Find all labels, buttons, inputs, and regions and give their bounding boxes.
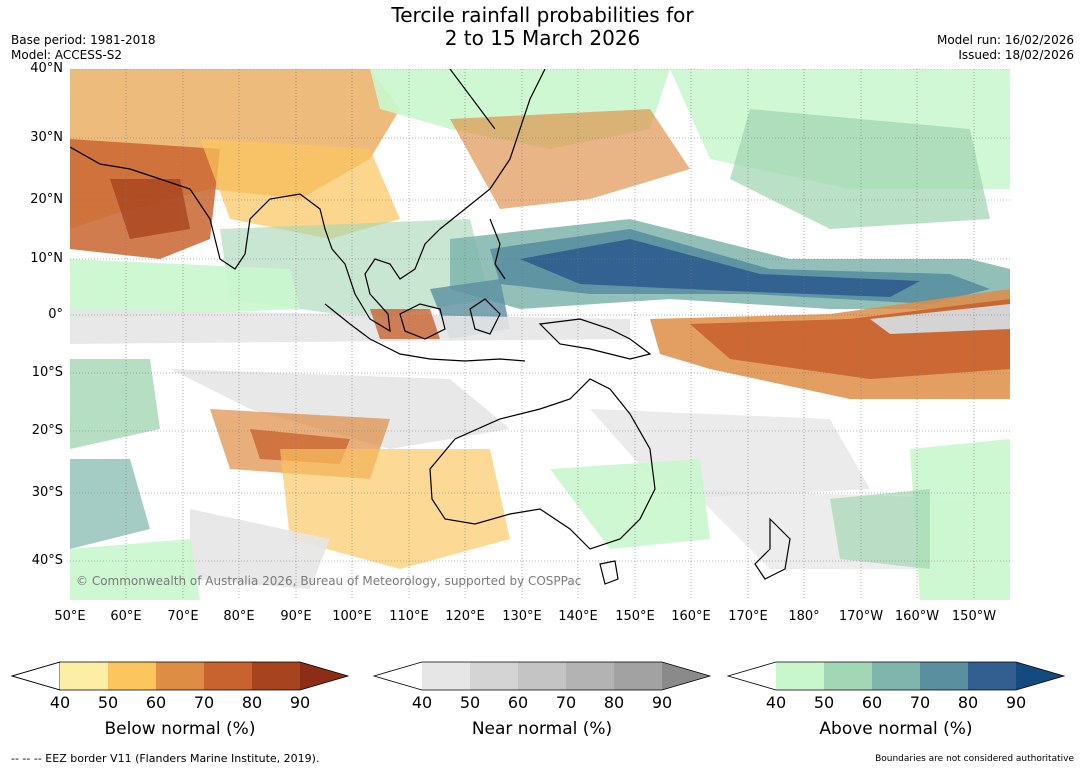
lon-label: 60°E [110,609,142,624]
legend-tick: 90 [289,693,311,712]
coastlines [70,69,791,585]
lat-label-20s: 20°S [31,423,63,438]
issued-date: Issued: 18/02/2026 [958,48,1074,62]
lon-label: 100°E [332,609,372,624]
legend-tick: 60 [507,693,529,712]
model-name: Model: ACCESS-S2 [11,48,123,62]
meta-right: Model run: 16/02/2026 Issued: 18/02/2026 [937,33,1074,63]
lon-label: 170°W [838,609,884,624]
legend-tick: 50 [97,693,119,712]
legend-above-normal [726,660,1066,692]
title-line-2: 2 to 15 March 2026 [444,26,641,50]
boundaries-disclaimer: Boundaries are not considered authoritat… [875,754,1074,764]
legend-tick: 60 [145,693,167,712]
colorbar-near-normal [372,661,712,691]
legend-tick: 80 [957,693,979,712]
lon-label: 90°E [280,609,312,624]
map-canvas [70,69,1010,600]
lon-label: 120°E [445,609,485,624]
title-line-1: Tercile rainfall probabilities for [391,3,694,27]
lon-label: 170°E [728,609,768,624]
lat-label-40n: 40°N [30,61,63,76]
lat-label-20n: 20°N [30,192,63,207]
colorbar-below-normal [10,661,350,691]
legend-near-normal [372,660,712,692]
lat-label-40s: 40°S [31,553,63,568]
lat-label-30n: 30°N [30,130,63,145]
legend-tick: 70 [555,693,577,712]
lon-label: 150°E [615,609,655,624]
model-run: Model run: 16/02/2026 [936,33,1074,47]
legend-tick: 90 [1005,693,1027,712]
copyright-credit: © Commonwealth of Australia 2026, Bureau… [76,574,582,588]
probability-map [70,69,1010,600]
lat-label-30s: 30°S [31,485,63,500]
legend-title-above: Above normal (%) [819,719,973,739]
legend-tick: 50 [459,693,481,712]
lat-label-0: 0° [48,307,63,322]
lat-label-10s: 10°S [31,365,63,380]
map-title: Tercile rainfall probabilities for 2 to … [0,4,1085,50]
legend-tick: 70 [193,693,215,712]
colorbar-above-normal [726,661,1066,691]
legend-tick: 60 [861,693,883,712]
legend-tick: 80 [603,693,625,712]
meta-left: Base period: 1981-2018 Model: ACCESS-S2 [11,33,156,63]
legend-title-near: Near normal (%) [471,719,613,739]
lon-label: 160°E [671,609,711,624]
lon-label: 150°W [951,609,997,624]
legend-tick: 40 [411,693,433,712]
legend-tick: 50 [813,693,835,712]
legend-tick: 70 [909,693,931,712]
legend-tick: 80 [241,693,263,712]
lon-label: 130°E [502,609,542,624]
lon-label: 70°E [167,609,199,624]
lon-label: 50°E [54,609,86,624]
lon-label: 110°E [389,609,429,624]
legend-tick: 90 [651,693,673,712]
legend-tick: 40 [765,693,787,712]
legend-title-below: Below normal (%) [104,719,256,739]
base-period: Base period: 1981-2018 [11,33,156,47]
legend-tick: 40 [49,693,71,712]
lon-label: 140°E [558,609,598,624]
eez-border-note: -- -- -- EEZ border V11 (Flanders Marine… [11,752,320,765]
lon-label: 80°E [223,609,255,624]
lon-label: 160°W [894,609,940,624]
lon-label: 180° [788,609,820,624]
legend-below-normal [10,660,350,692]
lat-label-10n: 10°N [30,251,63,266]
